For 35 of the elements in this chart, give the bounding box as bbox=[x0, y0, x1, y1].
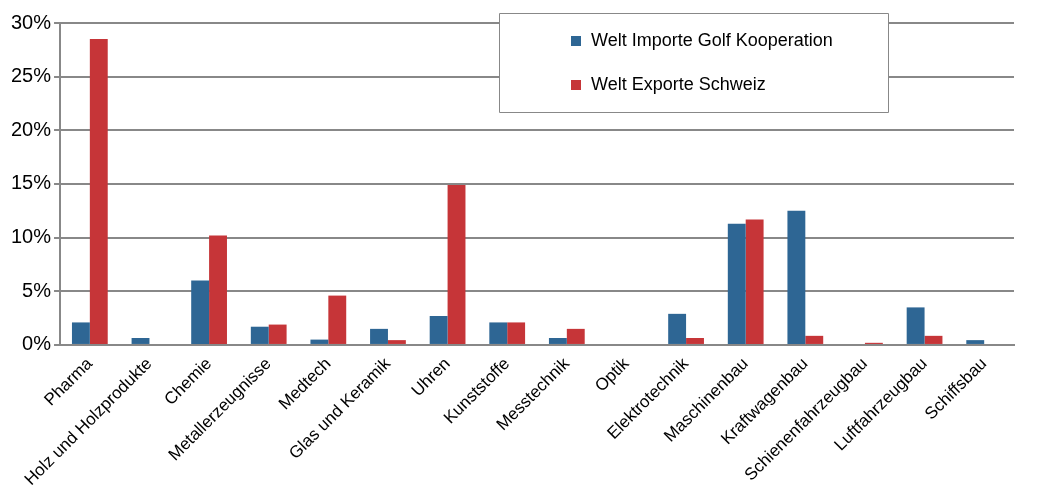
y-tick-label: 0% bbox=[22, 332, 52, 355]
bar bbox=[268, 324, 287, 344]
bar bbox=[429, 315, 448, 344]
bar bbox=[686, 337, 704, 344]
bar bbox=[328, 295, 347, 344]
bar bbox=[668, 313, 687, 344]
bar bbox=[191, 280, 210, 344]
y-tick-label: 25% bbox=[11, 64, 52, 87]
y-tick-label: 15% bbox=[11, 171, 52, 194]
bar bbox=[387, 340, 406, 344]
bar bbox=[787, 210, 806, 344]
bar bbox=[370, 328, 388, 344]
bar bbox=[727, 223, 746, 344]
bar bbox=[924, 335, 943, 344]
bar bbox=[310, 339, 329, 344]
y-tick-label: 10% bbox=[11, 225, 52, 248]
bar bbox=[131, 337, 150, 344]
bar bbox=[745, 219, 764, 344]
bar bbox=[566, 328, 585, 344]
y-tick-label: 20% bbox=[11, 117, 52, 140]
legend-label: Welt Exporte Schweiz bbox=[591, 73, 766, 94]
bar bbox=[507, 322, 526, 344]
bar bbox=[209, 235, 227, 344]
bar bbox=[71, 322, 90, 344]
bar bbox=[447, 185, 466, 344]
bar bbox=[489, 322, 508, 344]
bar bbox=[89, 39, 108, 344]
y-tick-label: 5% bbox=[22, 278, 52, 301]
legend-label: Welt Importe Golf Kooperation bbox=[591, 29, 833, 50]
bar bbox=[966, 340, 985, 344]
bar bbox=[805, 335, 824, 344]
bar bbox=[250, 326, 269, 344]
bar bbox=[906, 307, 925, 344]
y-tick-label: 30% bbox=[11, 10, 52, 33]
bar bbox=[548, 337, 567, 344]
